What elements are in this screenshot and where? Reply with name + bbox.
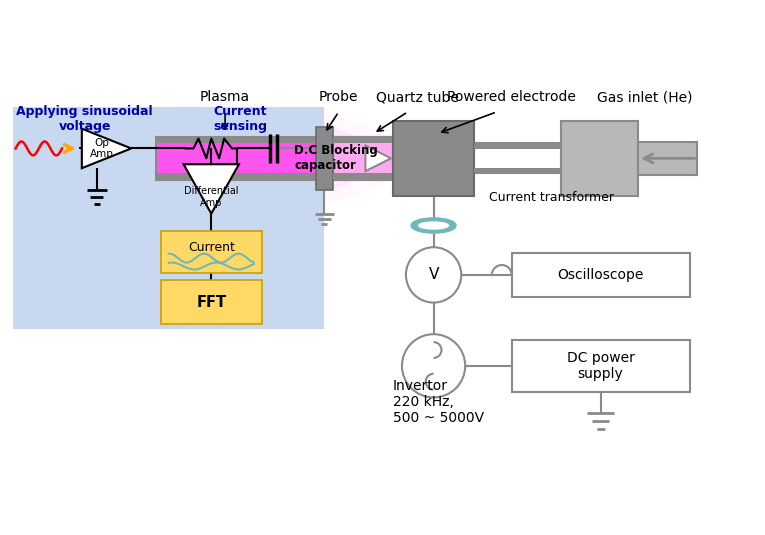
Text: Plasma: Plasma	[200, 90, 250, 104]
Ellipse shape	[412, 219, 455, 232]
Text: Gas inlet (He): Gas inlet (He)	[597, 90, 693, 104]
Polygon shape	[184, 164, 239, 213]
Ellipse shape	[47, 104, 403, 212]
Ellipse shape	[136, 129, 314, 188]
Circle shape	[402, 334, 465, 398]
Bar	[474, 143, 561, 173]
Bar	[333, 173, 393, 180]
Text: Powered electrode: Powered electrode	[448, 90, 576, 104]
Circle shape	[406, 247, 461, 303]
Text: Current: Current	[188, 241, 235, 254]
Text: Oscilloscope: Oscilloscope	[558, 268, 644, 282]
Bar	[333, 136, 393, 143]
Bar	[156, 136, 393, 180]
Bar	[316, 127, 333, 190]
Text: Quartz tube: Quartz tube	[376, 90, 459, 104]
Bar	[474, 167, 561, 173]
Text: DC power
supply: DC power supply	[567, 351, 634, 381]
Bar	[13, 107, 324, 329]
Ellipse shape	[106, 121, 343, 196]
Text: Invertor
220 kHz,
500 ~ 5000V: Invertor 220 kHz, 500 ~ 5000V	[393, 379, 484, 425]
Bar	[161, 280, 262, 324]
Ellipse shape	[166, 139, 285, 178]
Text: Current
sensing: Current sensing	[213, 105, 267, 133]
Text: Current transformer: Current transformer	[489, 192, 614, 204]
Ellipse shape	[418, 222, 448, 229]
Bar	[512, 340, 689, 392]
Text: V: V	[428, 268, 439, 282]
Text: D.C Blocking
capacitor: D.C Blocking capacitor	[295, 144, 378, 172]
Bar	[393, 121, 474, 196]
Bar	[161, 232, 262, 273]
Bar	[333, 136, 393, 180]
Text: Applying sinusoidal
voltage: Applying sinusoidal voltage	[17, 105, 153, 133]
Text: FFT: FFT	[196, 295, 226, 310]
Bar	[156, 136, 393, 143]
Polygon shape	[366, 146, 391, 171]
Text: Differential
Amp: Differential Amp	[184, 186, 239, 208]
Bar	[638, 142, 698, 175]
Text: Op
Amp: Op Amp	[90, 137, 113, 159]
Bar	[474, 143, 561, 149]
Polygon shape	[82, 129, 132, 168]
Bar	[561, 121, 638, 196]
Ellipse shape	[77, 113, 373, 204]
Bar	[156, 173, 393, 180]
Text: Probe: Probe	[319, 90, 359, 104]
Bar	[512, 253, 689, 296]
